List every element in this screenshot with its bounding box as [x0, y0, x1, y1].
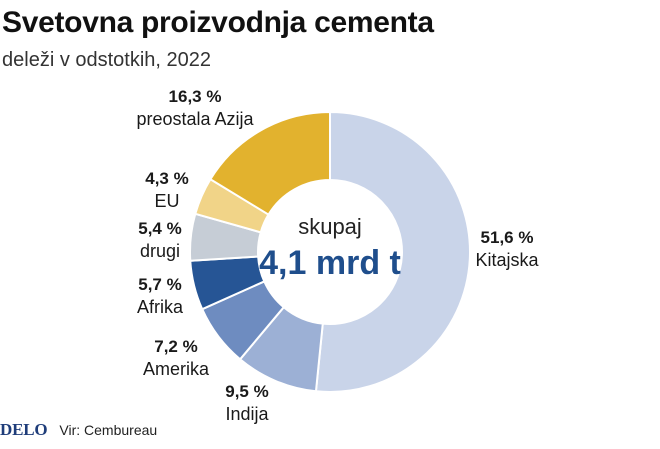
value-label-afrika: 5,7 %	[138, 275, 181, 294]
center-label: skupaj	[298, 214, 362, 239]
source-note: Vir: Cembureau	[59, 422, 158, 438]
category-label-afrika: Afrika	[137, 297, 184, 317]
delo-logo: DELO	[0, 420, 48, 439]
chart-title: Svetovna proizvodnja cementa	[2, 6, 434, 39]
value-label-preostala-azija: 16,3 %	[169, 87, 222, 106]
category-label-kitajska: Kitajska	[475, 250, 539, 270]
value-label-drugi: 5,4 %	[138, 219, 181, 238]
category-label-drugi: drugi	[140, 241, 180, 261]
footer: DELO Vir: Cembureau	[0, 420, 157, 440]
value-label-kitajska: 51,6 %	[481, 228, 534, 247]
value-label-eu: 4,3 %	[145, 169, 188, 188]
value-label-indija: 9,5 %	[225, 382, 268, 401]
chart-subtitle: deleži v odstotkih, 2022	[2, 49, 212, 71]
center-value: 4,1 mrd t	[259, 244, 401, 282]
category-label-preostala-azija: preostala Azija	[136, 109, 254, 129]
category-label-amerika: Amerika	[143, 359, 210, 379]
category-label-eu: EU	[154, 191, 179, 211]
value-label-amerika: 7,2 %	[154, 337, 197, 356]
category-label-indija: Indija	[225, 404, 269, 424]
center-hole	[258, 180, 402, 324]
